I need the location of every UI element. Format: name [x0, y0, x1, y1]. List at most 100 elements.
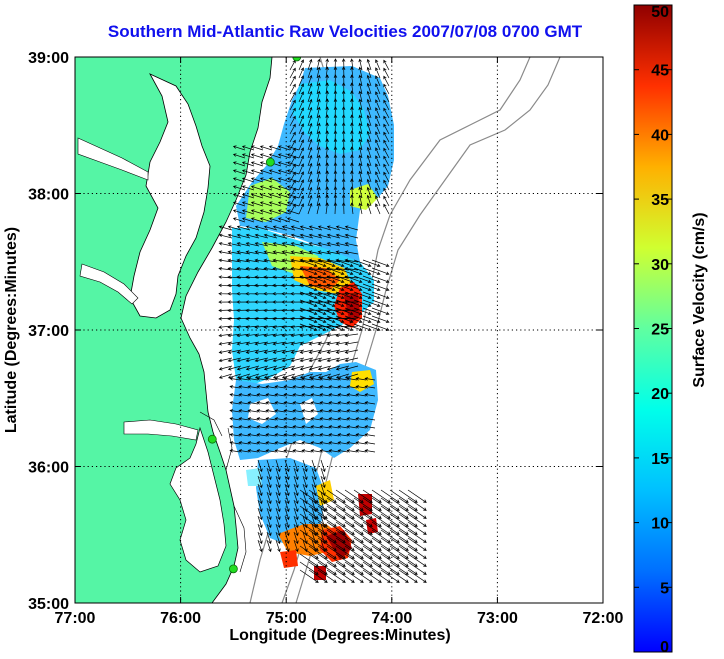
- velocity-arrow: [325, 186, 329, 199]
- y-tick-label: 35:00: [28, 596, 69, 613]
- velocity-arrow: [362, 569, 382, 583]
- velocity-arrow: [232, 177, 246, 183]
- velocity-arrow: [371, 489, 391, 503]
- velocity-arrow: [344, 569, 364, 583]
- albemarle-sound: [123, 419, 199, 441]
- velocity-arrow: [326, 513, 346, 527]
- velocity-arrow: [250, 177, 264, 183]
- velocity-arrow: [325, 194, 329, 207]
- velocity-arrow: [335, 357, 350, 363]
- velocity-arrow: [328, 385, 340, 389]
- velocity-arrow: [308, 529, 328, 543]
- velocity-arrow: [299, 521, 319, 535]
- velocity-arrow: [301, 425, 313, 429]
- velocity-arrow: [355, 377, 367, 381]
- velocity-arrow: [317, 341, 332, 346]
- velocity-arrow: [383, 179, 390, 191]
- velocity-arrow: [344, 267, 363, 275]
- velocity-arrow: [344, 349, 359, 354]
- velocity-arrow: [362, 561, 382, 575]
- velocity-arrow: [362, 553, 382, 567]
- velocity-arrow: [320, 515, 326, 529]
- velocity-arrow: [299, 537, 319, 551]
- velocity-arrow: [366, 114, 372, 127]
- velocity-arrow: [272, 242, 287, 247]
- velocity-arrow: [337, 433, 349, 437]
- velocity-arrow: [366, 178, 372, 191]
- radar-station-marker: [265, 157, 275, 167]
- velocity-arrow: [256, 377, 268, 381]
- velocity-arrows: [218, 58, 427, 583]
- velocity-arrow: [247, 401, 259, 405]
- velocity-arrow: [274, 393, 286, 397]
- velocity-arrow: [344, 513, 364, 527]
- velocity-arrow: [284, 539, 290, 553]
- velocity-arrow: [383, 147, 390, 159]
- velocity-arrow: [307, 186, 313, 199]
- velocity-arrow: [362, 299, 381, 307]
- velocity-arrow: [328, 401, 340, 405]
- velocity-arrow: [298, 203, 305, 215]
- velocity-arrow: [257, 531, 263, 545]
- velocity-arrow: [362, 291, 381, 299]
- velocity-arrow: [320, 539, 326, 553]
- velocity-arrow: [307, 122, 313, 135]
- velocity-arrow: [335, 225, 350, 231]
- velocity-arrow: [353, 307, 372, 315]
- velocity-arrow: [307, 162, 313, 175]
- velocity-arrow: [265, 393, 277, 397]
- velocity-arrow: [337, 377, 349, 381]
- velocity-arrow: [371, 553, 391, 567]
- velocity-arrow: [218, 349, 233, 354]
- velocity-arrow: [281, 365, 296, 371]
- velocity-arrow: [227, 341, 242, 346]
- velocity-arrow: [362, 283, 381, 291]
- colorbar-tick-label: 5: [660, 580, 669, 597]
- velocity-arrow: [311, 539, 317, 553]
- velocity-arrow: [229, 425, 241, 429]
- velocity-arrow: [268, 169, 282, 175]
- velocity-arrow: [298, 163, 305, 175]
- velocity-arrow: [299, 349, 314, 354]
- velocity-arrow: [308, 341, 323, 346]
- radar-station-marker: [207, 434, 217, 444]
- velocity-arrow: [298, 171, 305, 183]
- velocity-arrow: [277, 209, 291, 215]
- velocity-arrow: [308, 513, 328, 527]
- velocity-arrow: [335, 365, 350, 371]
- velocity-arrow: [284, 491, 290, 505]
- velocity-arrow: [254, 250, 269, 255]
- velocity-arrow: [259, 177, 273, 183]
- velocity-arrow: [259, 153, 273, 159]
- velocity-arrow: [284, 499, 290, 513]
- velocity-arrow: [371, 275, 390, 283]
- colorbar-tick-label: 25: [651, 322, 669, 339]
- velocity-arrow: [317, 283, 336, 291]
- velocity-arrow: [227, 365, 242, 371]
- velocity-arrow: [362, 545, 382, 559]
- velocity-arrow: [355, 409, 367, 413]
- velocity-arrow: [371, 513, 391, 527]
- velocity-arrow: [299, 267, 318, 275]
- velocity-arrow: [371, 497, 391, 511]
- velocity-arrow: [325, 130, 329, 143]
- y-tick-label: 38:00: [28, 187, 69, 204]
- velocity-arrow: [227, 349, 242, 354]
- velocity-arrow: [299, 315, 318, 323]
- x-tick-label: 77:00: [55, 610, 96, 627]
- velocity-arrow: [344, 545, 364, 559]
- velocity-arrow: [283, 377, 295, 381]
- velocity-arrow: [274, 433, 286, 437]
- velocity-arrow: [281, 233, 296, 239]
- velocity-arrow: [289, 139, 296, 151]
- velocity-arrow: [229, 449, 241, 453]
- velocity-arrow: [310, 401, 322, 405]
- velocity-arrow: [344, 333, 359, 338]
- velocity-arrow: [308, 349, 323, 354]
- velocity-arrow: [317, 225, 332, 231]
- velocity-arrow: [286, 153, 300, 159]
- velocity-arrow: [275, 499, 281, 513]
- velocity-arrow: [335, 242, 350, 247]
- velocity-arrow: [326, 537, 346, 551]
- y-axis-label: Latitude (Degrees:Minutes): [3, 227, 20, 433]
